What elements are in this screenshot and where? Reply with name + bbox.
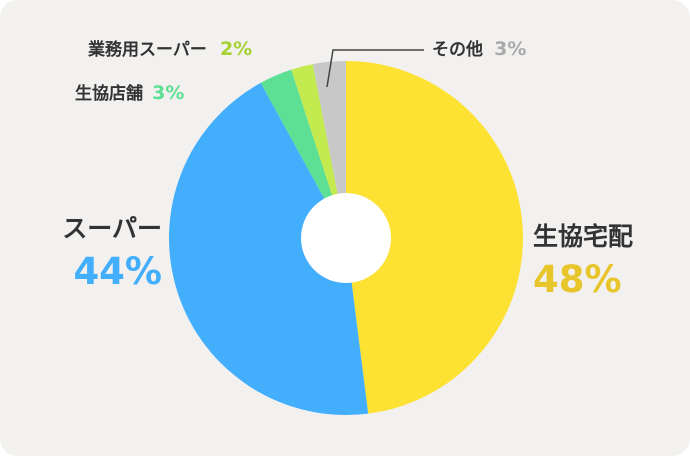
label-other: その他 3% [432, 40, 526, 59]
pie-slice-4 [312, 61, 346, 238]
other-leader-line [326, 49, 424, 88]
donut-hole [301, 193, 391, 283]
label-name: 生協宅配 [533, 222, 634, 251]
label-gyomu-super: 業務用スーパー 2% [88, 40, 252, 59]
label-name: 生協店舗 [75, 84, 143, 104]
label-coop-store: 生協店舗 3% [75, 84, 184, 103]
label-name: スーパー [62, 214, 162, 243]
label-pct: 3% [494, 38, 527, 60]
label-pct: 48% [533, 258, 622, 301]
pie-slices [169, 61, 523, 415]
label-coop-delivery: 生協宅配 48% [533, 224, 633, 298]
label-pct: 3% [152, 82, 185, 104]
pie-slice-2 [260, 69, 346, 238]
pie-slice-0 [346, 61, 523, 414]
label-name: その他 [432, 40, 483, 60]
label-pct: 2% [219, 38, 253, 60]
label-super: スーパー 44% [36, 216, 162, 290]
label-pct: 44% [73, 250, 162, 293]
label-name: 業務用スーパー [88, 40, 207, 60]
pie-slice-3 [291, 64, 346, 238]
pie-slice-1 [169, 82, 369, 415]
